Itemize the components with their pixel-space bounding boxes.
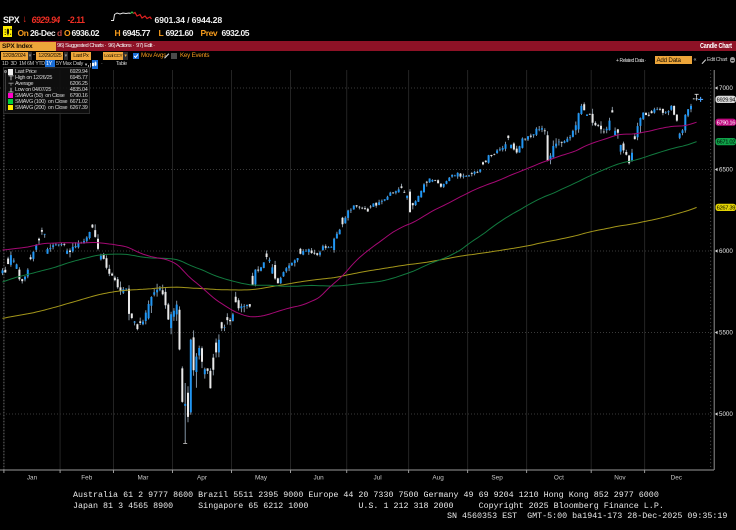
svg-text:Jun: Jun — [313, 475, 324, 482]
svg-text:May: May — [255, 475, 268, 482]
svg-text:Mar: Mar — [137, 475, 149, 482]
svg-text:6790.16: 6790.16 — [717, 120, 736, 126]
svg-text:Apr: Apr — [197, 475, 208, 482]
svg-text:Dec: Dec — [671, 475, 683, 482]
svg-text:Aug: Aug — [432, 475, 444, 482]
svg-text:Feb: Feb — [81, 475, 92, 482]
svg-text:6000: 6000 — [719, 248, 733, 255]
svg-text:Jan: Jan — [27, 475, 38, 482]
svg-text:Jul: Jul — [374, 475, 382, 482]
svg-text:Nov: Nov — [614, 475, 626, 482]
svg-text:6267.39: 6267.39 — [717, 206, 736, 212]
svg-text:6929.94: 6929.94 — [717, 98, 736, 104]
svg-text:5500: 5500 — [719, 330, 733, 337]
svg-text:Oct: Oct — [554, 475, 564, 482]
svg-text:Sep: Sep — [491, 475, 503, 482]
svg-text:7000: 7000 — [719, 85, 733, 92]
svg-text:6671.02: 6671.02 — [717, 140, 736, 146]
svg-text:6500: 6500 — [719, 167, 733, 174]
svg-text:5000: 5000 — [719, 411, 733, 418]
